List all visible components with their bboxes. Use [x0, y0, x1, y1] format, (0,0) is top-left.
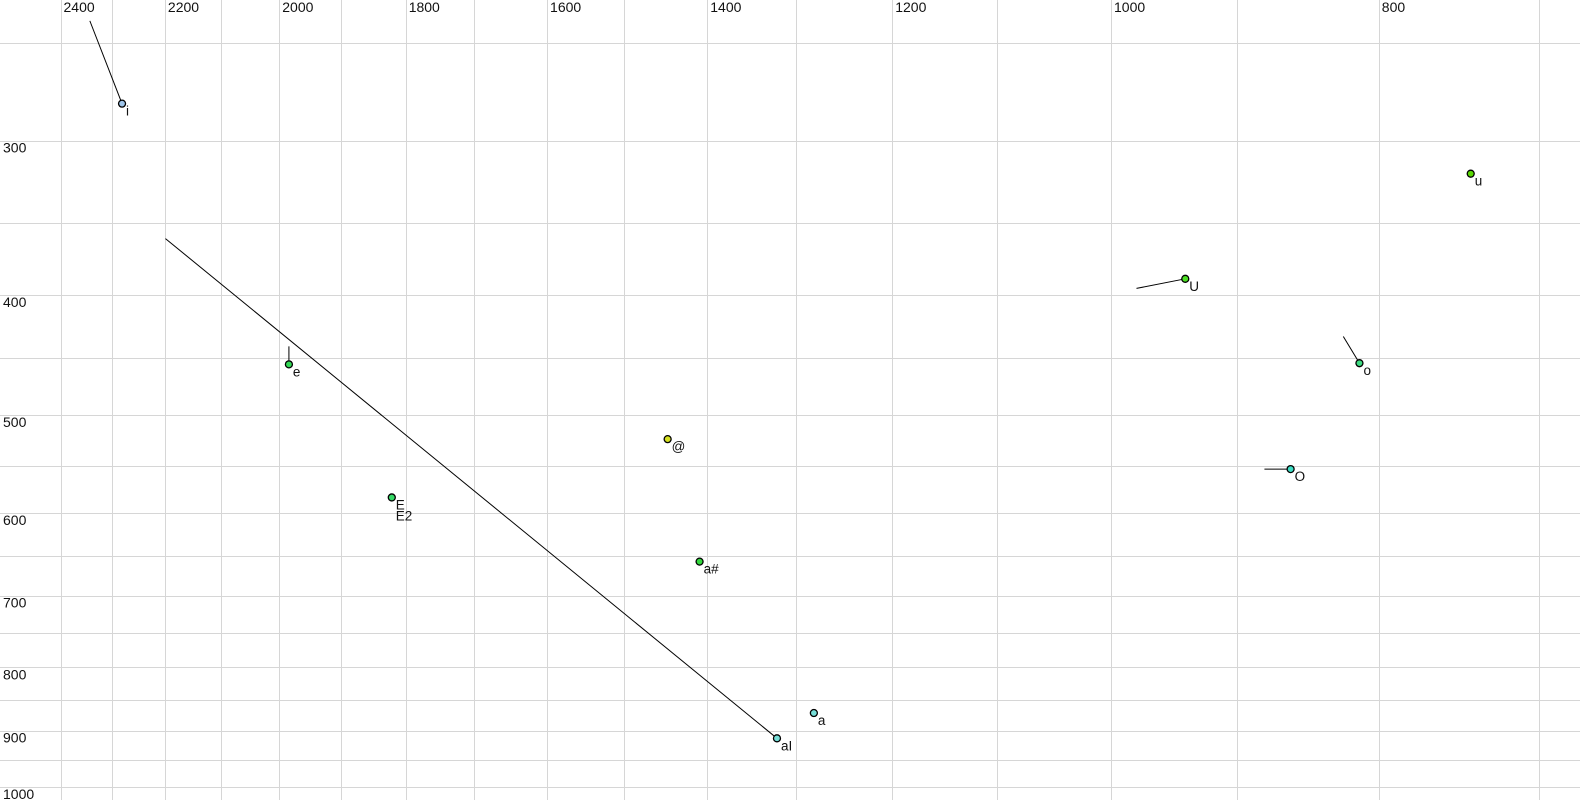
y-axis-tick-label-1000: 1000: [3, 786, 34, 800]
y-axis-tick-label-400: 400: [3, 294, 27, 310]
y-axis-tick-label-900: 900: [3, 730, 27, 746]
trajectory-line-ai-diph: [165, 238, 778, 739]
vowel-point-o-cap[interactable]: [1286, 464, 1295, 474]
vowel-point-label-i: i: [126, 104, 129, 119]
x-axis-tick-label-1600: 1600: [550, 0, 581, 15]
vowel-point-label-e: e: [293, 364, 301, 379]
x-axis-tick-label-1800: 1800: [409, 0, 440, 15]
vowel-point-o[interactable]: [1355, 359, 1364, 368]
vowel-point-label-a: a: [818, 713, 826, 728]
vowel-point-a-hash[interactable]: [695, 557, 704, 566]
x-axis-tick-label-2200: 2200: [168, 0, 199, 15]
vowel-point-label-schwa: @: [672, 439, 686, 454]
y-axis-tick-label-500: 500: [3, 414, 27, 430]
y-axis-tick-label-700: 700: [3, 595, 27, 611]
x-axis-tick-label-1400: 1400: [710, 0, 741, 15]
vowel-point-label-o-cap: O: [1295, 469, 1306, 484]
vowel-point-u[interactable]: [1466, 169, 1475, 178]
x-axis-tick-label-1000: 1000: [1114, 0, 1145, 15]
vowel-point-e-cap[interactable]: [387, 493, 396, 502]
trajectory-line-i: [89, 20, 123, 104]
vowel-point-i[interactable]: [117, 99, 127, 108]
formant-trajectories: [89, 20, 1360, 739]
vowel-point-a[interactable]: [809, 708, 819, 718]
x-axis-tick-label-2400: 2400: [64, 0, 95, 15]
vowel-point-ai-diph[interactable]: [772, 734, 782, 743]
trajectory-line-o: [1342, 336, 1360, 364]
x-axis-tick-label-1200: 1200: [895, 0, 926, 15]
vowel-point-label-a-hash: a#: [704, 562, 720, 577]
trajectory-line-u-cap: [1136, 278, 1186, 289]
vowel-point-label2-e-cap: E2: [396, 508, 413, 523]
axis-tick-labels: 2400 2200 2000 1800 1600 1400 1200 1000 800 300 40…: [3, 0, 1405, 800]
vowel-point-u-cap[interactable]: [1181, 274, 1190, 283]
y-axis-tick-label-800: 800: [3, 666, 27, 682]
vowel-point-labels: i u Ue o @ O EE2 a# a aI: [126, 104, 1482, 754]
vowel-point-label-ai-diph: aI: [781, 738, 792, 753]
vowel-points: [117, 99, 1475, 743]
vowel-point-label-o: o: [1363, 363, 1371, 378]
x-axis-tick-label-800: 800: [1382, 0, 1406, 15]
vowel-point-label-u: u: [1475, 174, 1483, 189]
vowel-point-label-e-cap: E: [396, 497, 405, 512]
vowel-point-e[interactable]: [284, 360, 294, 369]
x-axis-tick-label-2000: 2000: [282, 0, 313, 15]
vowel-point-schwa[interactable]: [663, 434, 672, 444]
vowel-point-label-u-cap: U: [1189, 279, 1199, 294]
y-axis-tick-label-600: 600: [3, 512, 27, 528]
y-axis-tick-label-300: 300: [3, 140, 27, 156]
